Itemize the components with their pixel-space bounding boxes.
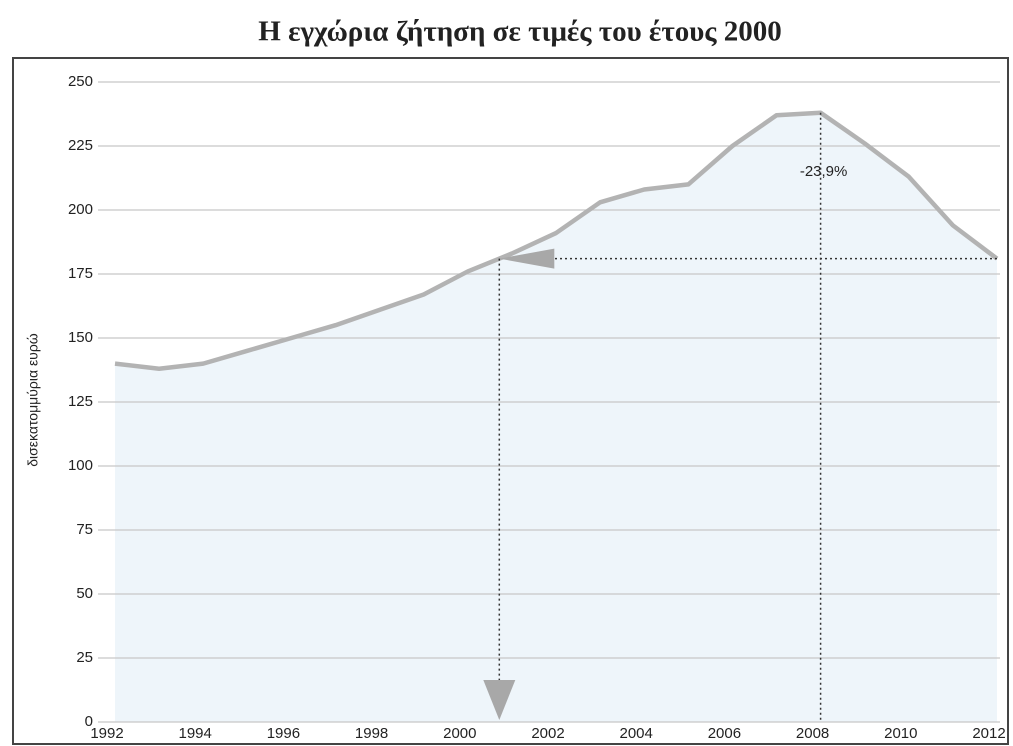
chart-title: Η εγχώρια ζήτηση σε τιμές του έτους 2000 bbox=[258, 16, 781, 48]
x-tick-label: 1992 bbox=[90, 725, 123, 742]
arrow-head bbox=[483, 680, 516, 720]
annotation: -23,9% bbox=[800, 163, 848, 180]
y-tick-label: 100 bbox=[68, 457, 93, 474]
y-tick-label: 75 bbox=[76, 521, 93, 538]
y-tick-label: 175 bbox=[68, 265, 93, 282]
y-tick-label: 0 bbox=[85, 713, 93, 730]
x-tick-label: 2008 bbox=[796, 725, 829, 742]
x-tick-label: 1996 bbox=[267, 725, 300, 742]
y-tick-label: 225 bbox=[68, 137, 93, 154]
x-tick-label: 2002 bbox=[531, 725, 564, 742]
y-tick-label: 50 bbox=[76, 585, 93, 602]
y-tick-label: 200 bbox=[68, 201, 93, 218]
x-tick-label: 2012 bbox=[972, 725, 1005, 742]
x-tick-label: 1994 bbox=[179, 725, 212, 742]
x-tick-label: 2006 bbox=[708, 725, 741, 742]
y-tick-label: 125 bbox=[68, 393, 93, 410]
line bbox=[114, 110, 999, 371]
area bbox=[115, 112, 997, 723]
y-tick-label: 250 bbox=[68, 73, 93, 90]
y-tick-label: 150 bbox=[68, 329, 93, 346]
x-tick-label: 2000 bbox=[443, 725, 476, 742]
y-tick-label: 25 bbox=[76, 649, 93, 666]
y-axis-label: δισεκατομμύρια ευρώ bbox=[25, 333, 41, 467]
x-tick-label: 2010 bbox=[884, 725, 917, 742]
arrow-head bbox=[499, 248, 555, 269]
x-tick-label: 2004 bbox=[620, 725, 653, 742]
x-tick-label: 1998 bbox=[355, 725, 388, 742]
frame bbox=[12, 57, 1009, 745]
